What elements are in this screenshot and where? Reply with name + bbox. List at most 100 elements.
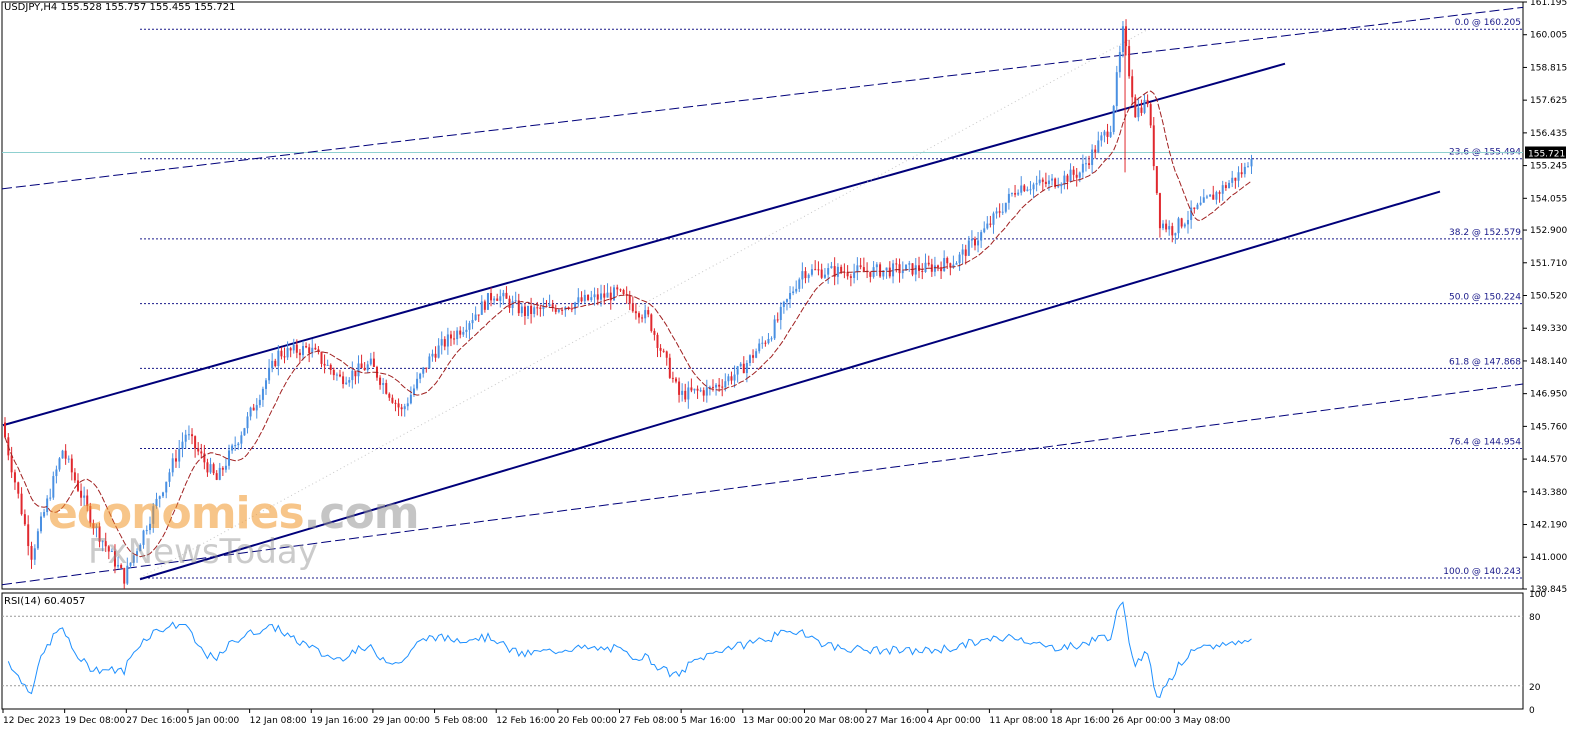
candle-body [840,266,843,272]
candle-body [1100,135,1103,141]
fib-level-label: 76.4 @ 144.954 [1449,438,1521,448]
candle-body [55,469,58,477]
candle-body [977,240,980,246]
candle-body [1171,226,1174,236]
candle-body [921,270,924,272]
candle-body [833,266,836,277]
candle-body [139,544,142,552]
candle-body [955,263,958,265]
candle-body [1199,202,1202,205]
candle-body [92,523,95,529]
candle-body [1205,196,1208,198]
candle-body [354,370,357,377]
candle-body [590,297,593,301]
candle-body [767,338,770,344]
candle-body [634,311,637,314]
candle-body [801,271,804,280]
candle-body [554,308,557,312]
candle-body [10,455,13,473]
candle-body [758,343,761,352]
candle-body [628,295,631,304]
candle-body [61,450,64,459]
candle-body [505,292,508,299]
candle-body [1103,131,1106,136]
candle-body [385,383,388,394]
candle-body [1054,178,1057,187]
candle-body [557,309,560,312]
candle-body [499,296,502,301]
candle-body [644,310,647,319]
candle-body [1017,192,1020,195]
candle-body [30,546,33,560]
candle-body [1072,169,1075,175]
price-tick-label: 145.760 [1530,422,1567,432]
rsi-tick-label: 20 [1529,683,1541,693]
candle-body [400,407,403,410]
candle-body [332,369,335,376]
ohlc-values: 155.528 155.757 155.455 155.721 [60,2,236,13]
candle-body [989,223,992,225]
candle-body [271,360,274,369]
candle-body [268,368,271,381]
candle-body [817,269,820,271]
candle-body [351,370,354,381]
candle-body [613,287,616,301]
trend-channel [1,6,1524,586]
candle-body [958,254,961,264]
candle-body [338,374,341,377]
candle-body [681,390,684,395]
candle-body [342,376,345,385]
candle-body [1063,175,1066,185]
candle-body [508,298,511,309]
time-tick-label: 27 Dec 16:00 [126,716,187,726]
candle-body [1221,185,1224,194]
candle-body [209,464,212,473]
candle-body [292,344,295,351]
candle-body [483,301,486,310]
candle-body [548,304,551,307]
candle-body [252,407,255,411]
candle-body [416,378,419,389]
watermark-text-a: economies [48,488,305,539]
candle-body [892,263,895,277]
candle-body [249,407,252,417]
candle-body [440,339,443,346]
candle-body [776,319,779,321]
candle-body [859,265,862,268]
candle-body [419,373,422,379]
candle-body [431,353,434,357]
candle-body [967,240,970,256]
candle-body [471,319,474,324]
candle-body [827,268,830,275]
candle-body [530,305,533,314]
candle-body [161,492,164,497]
ma-line [4,90,1252,558]
rsi-title: RSI(14) 60.4057 [4,596,86,607]
candle-body [587,294,590,301]
candle-body [699,390,702,392]
candle-body [360,363,363,368]
candle-body [212,464,215,474]
candle-body [789,293,792,300]
candle-body [52,476,55,498]
candle-body [1137,107,1140,118]
candle-body [936,265,939,268]
candle-body [1228,182,1231,189]
candle-body [1237,172,1240,181]
candle-body [145,530,148,532]
candle-body [545,305,548,307]
channel-lower-line [139,190,1441,581]
candle-body [875,264,878,268]
candle-body [456,330,459,340]
price-tick-label: 144.570 [1530,455,1567,465]
candle-body [684,390,687,400]
candle-body [656,334,659,348]
candle-body [1106,131,1109,137]
candle-body [477,314,480,316]
candle-body [745,362,748,374]
candle-body [895,263,898,265]
candle-body [622,290,625,295]
candle-body [705,387,708,396]
time-tick-label: 29 Jan 00:00 [373,716,430,726]
candle-body [363,367,366,371]
